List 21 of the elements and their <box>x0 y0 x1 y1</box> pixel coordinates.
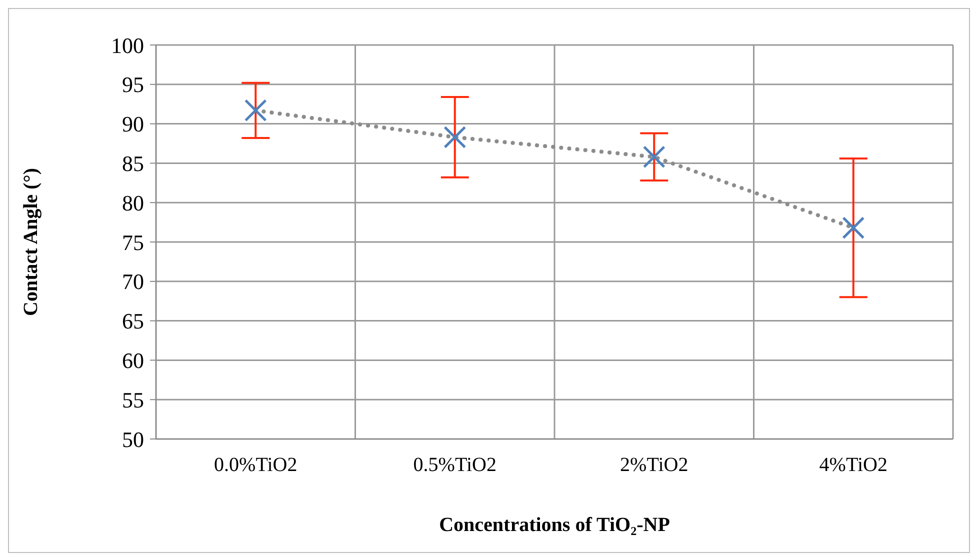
x-tick-label: 0.5%TiO2 <box>413 454 496 476</box>
y-tick-label: 80 <box>122 190 144 216</box>
point <box>842 216 865 240</box>
y-tick-label: 70 <box>122 269 144 294</box>
y-tick-label: 95 <box>122 72 144 98</box>
x-tick-label: 2%TiO2 <box>620 454 688 476</box>
x-tick-label: 0.0%TiO2 <box>214 454 298 476</box>
y-tick-label: 90 <box>122 112 144 137</box>
y-tick-label: 55 <box>122 387 144 412</box>
y-tick-label: 75 <box>122 230 144 255</box>
y-axis-title: Contact Angle (°) <box>20 168 42 316</box>
point <box>444 126 466 148</box>
x-axis-title: Concentrations of TiO₂-NP <box>439 514 670 536</box>
y-tick-label: 60 <box>122 348 144 374</box>
y-tick-label: 50 <box>122 426 144 452</box>
y-tick-label: 85 <box>122 151 144 176</box>
point <box>642 146 666 168</box>
y-tick-label: 100 <box>111 32 144 58</box>
y-tick-label: 65 <box>122 308 144 334</box>
x-tick-label: 4%TiO2 <box>819 454 888 476</box>
point <box>244 99 267 122</box>
